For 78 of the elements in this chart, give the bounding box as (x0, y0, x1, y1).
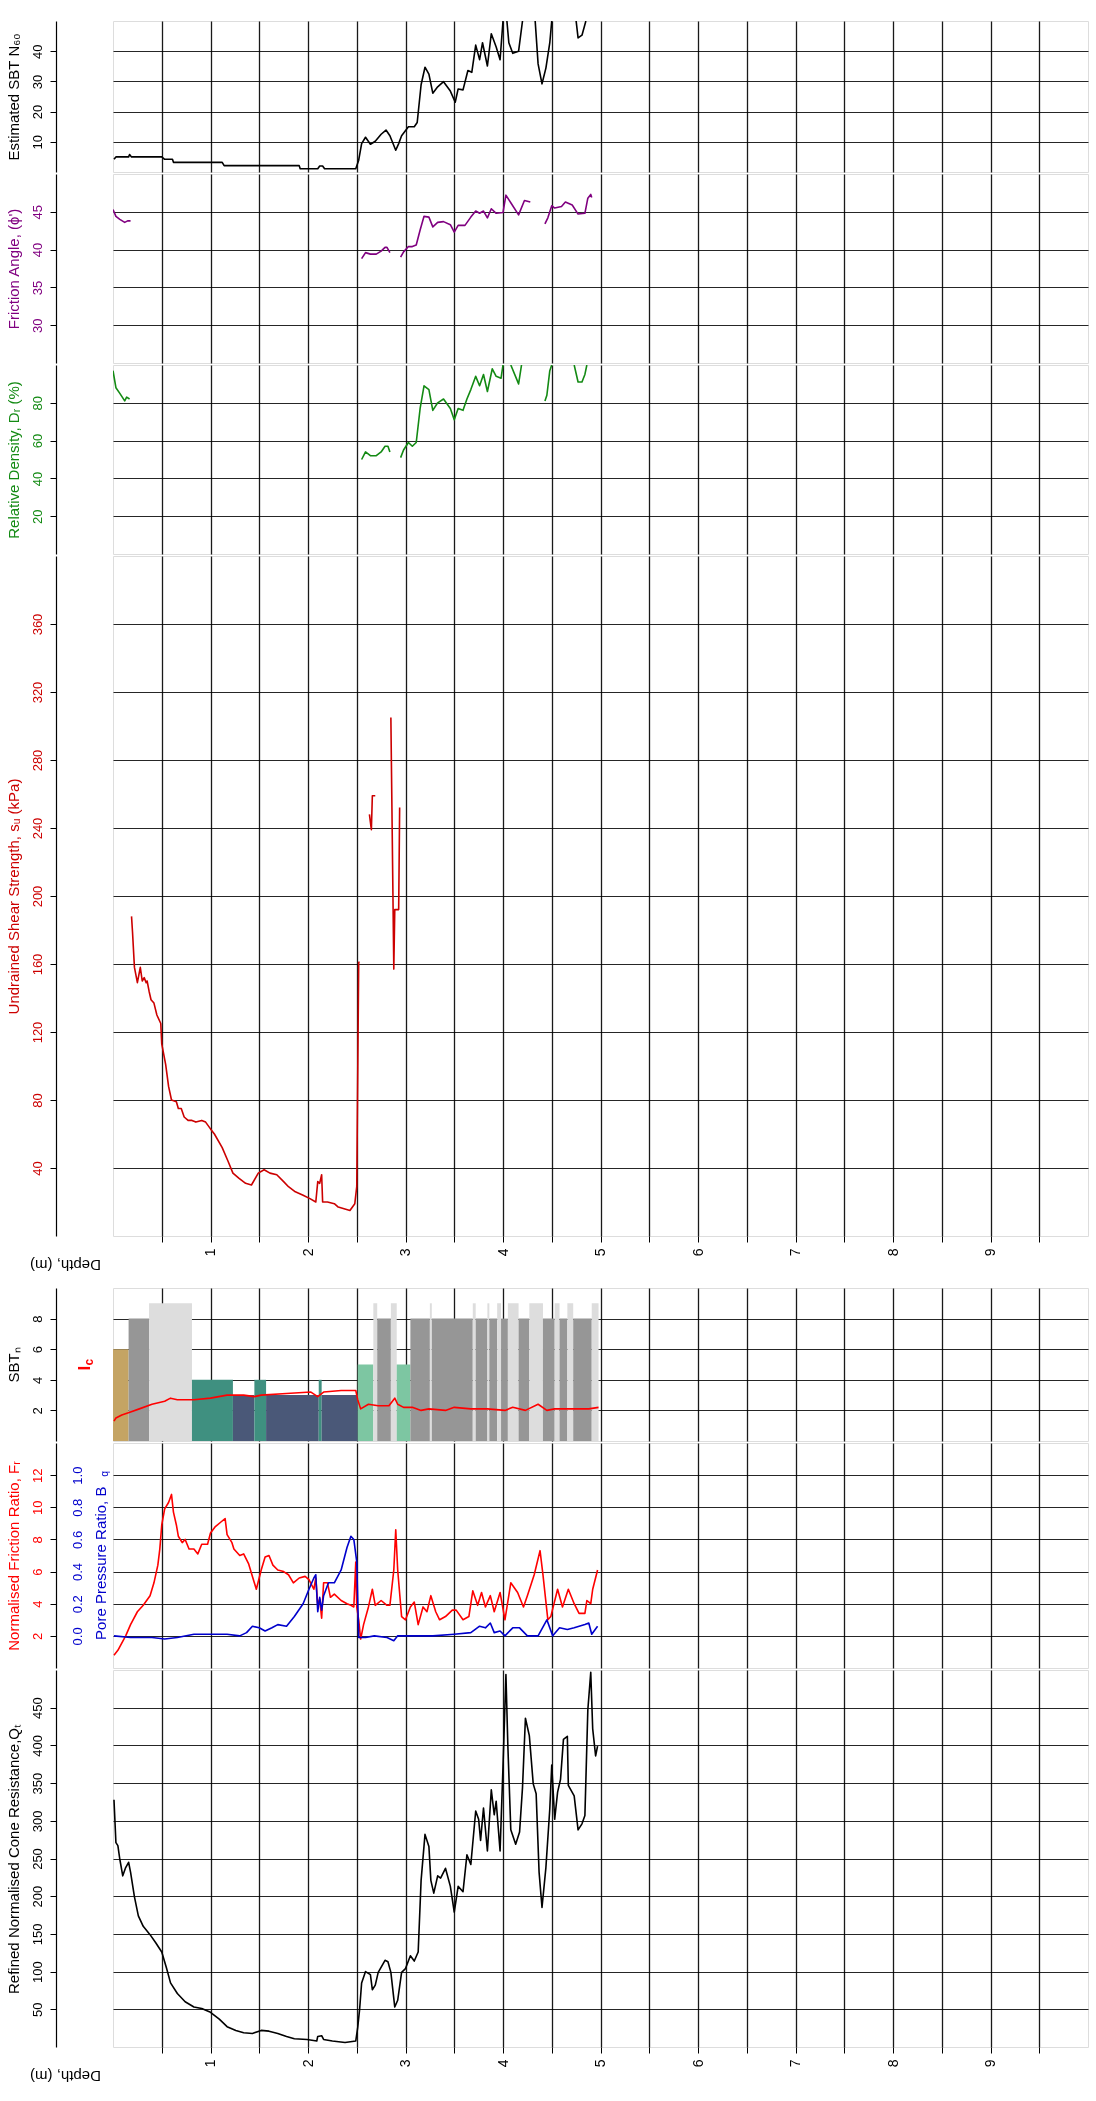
line-series (113, 1389, 600, 1422)
x-tick-label: 1 (202, 2059, 218, 2068)
x-tick-label: 2 (299, 2059, 316, 2068)
y-axis-title: Friction Angle, (ϕ') (4, 208, 22, 330)
y-tick-label: 10 (29, 135, 45, 150)
y2-tick-label: 1.0 (69, 1466, 85, 1485)
y-tick-label: 2 (29, 1632, 45, 1640)
y2-tick-label: 0.4 (69, 1563, 85, 1582)
y-tick-label: 45 (29, 205, 45, 220)
x-tick-label: 4 (494, 1248, 511, 1257)
text: Ic (75, 1358, 96, 1371)
x-axis-title: Depth, (m) (30, 1256, 101, 1274)
y2-tick-label: 0.6 (69, 1530, 85, 1549)
y-axis-title: Normalised Friction Ratio, Fᵣ (4, 1460, 22, 1651)
y-tick-label: 40 (29, 471, 45, 487)
y-tick-label: 60 (29, 433, 45, 449)
y2-tick-label: 0.2 (69, 1595, 85, 1614)
y-axis-title: Refined Normalised Cone Resistance,Qₜ (4, 1724, 22, 1994)
x-tick-label: 9 (982, 2059, 998, 2068)
line-series (113, 1493, 599, 1656)
x-tick-label: 6 (689, 1248, 706, 1257)
y-axis-title: Estimated SBT N₆₀ (4, 33, 22, 161)
y-tick-label: 150 (29, 1923, 45, 1946)
y-tick-label: 400 (29, 1735, 45, 1757)
y-tick-label: 30 (29, 74, 45, 90)
y-tick-label: 20 (29, 104, 45, 120)
y-tick-label: 40 (29, 44, 45, 59)
y-tick-label: 350 (29, 1772, 45, 1795)
y-axis-title: Undrained Shear Strength, sᵤ (kPa) (4, 778, 22, 1015)
y2-axis-title: Pore Pressure Ratio, Bq (92, 1470, 110, 1640)
x-tick-label: 7 (787, 1248, 803, 1257)
y-tick-label: 200 (29, 1885, 45, 1908)
y-axis-title: Relative Density, Dᵣ (%) (4, 381, 22, 539)
x-tick-label: 5 (592, 1248, 608, 1257)
x-tick-label: 9 (982, 1248, 998, 1257)
y-tick-label: 2 (29, 1407, 45, 1415)
y-tick-label: 40 (29, 1161, 45, 1176)
y-tick-label: 300 (29, 1810, 45, 1833)
y-tick-label: 4 (29, 1600, 45, 1608)
y-tick-label: 4 (29, 1376, 45, 1384)
y-tick-label: 320 (29, 681, 45, 704)
y-tick-label: 6 (29, 1568, 45, 1576)
x-tick-label: 7 (787, 2059, 803, 2068)
x-tick-label: 8 (884, 1248, 901, 1257)
x-tick-label: 8 (884, 2059, 901, 2068)
y-tick-label: 12 (29, 1468, 45, 1483)
x-tick-label: 3 (397, 2059, 413, 2068)
y-tick-label: 30 (29, 318, 45, 333)
y-tick-label: 8 (29, 1315, 45, 1323)
x-axis-title: Depth, (m) (30, 2067, 101, 2085)
y-tick-label: 120 (29, 1021, 45, 1044)
y-tick-label: 280 (29, 749, 45, 772)
y-axis-title: SBTₙ (4, 1347, 22, 1383)
y-tick-label: 10 (29, 1500, 45, 1516)
x-tick-label: 2 (299, 1248, 316, 1257)
y-tick-label: 6 (29, 1346, 45, 1354)
y-tick-label: 360 (29, 613, 45, 636)
line-series (113, 1535, 599, 1642)
x-tick-label: 1 (202, 1248, 218, 1257)
y-tick-label: 40 (29, 242, 45, 258)
x-tick-label: 6 (689, 2059, 706, 2068)
y-tick-label: 160 (29, 953, 45, 976)
y-tick-label: 250 (29, 1848, 45, 1870)
y-tick-label: 8 (29, 1536, 45, 1544)
y-tick-label: 35 (29, 280, 45, 296)
y2-tick-label: 0.8 (69, 1498, 85, 1517)
y-tick-label: 80 (29, 396, 45, 411)
y-tick-label: 450 (29, 1697, 45, 1720)
x-tick-label: 3 (397, 1248, 413, 1257)
y-tick-label: 240 (29, 817, 45, 840)
y-tick-label: 100 (29, 1961, 45, 1983)
y-tick-label: 50 (29, 2002, 45, 2018)
y-tick-label: 20 (29, 509, 45, 524)
x-tick-label: 4 (494, 2059, 511, 2068)
y2-tick-label: 0.0 (69, 1627, 85, 1646)
y-tick-label: 200 (29, 885, 45, 908)
x-tick-label: 5 (592, 2059, 608, 2068)
y-tick-label: 80 (29, 1093, 45, 1108)
